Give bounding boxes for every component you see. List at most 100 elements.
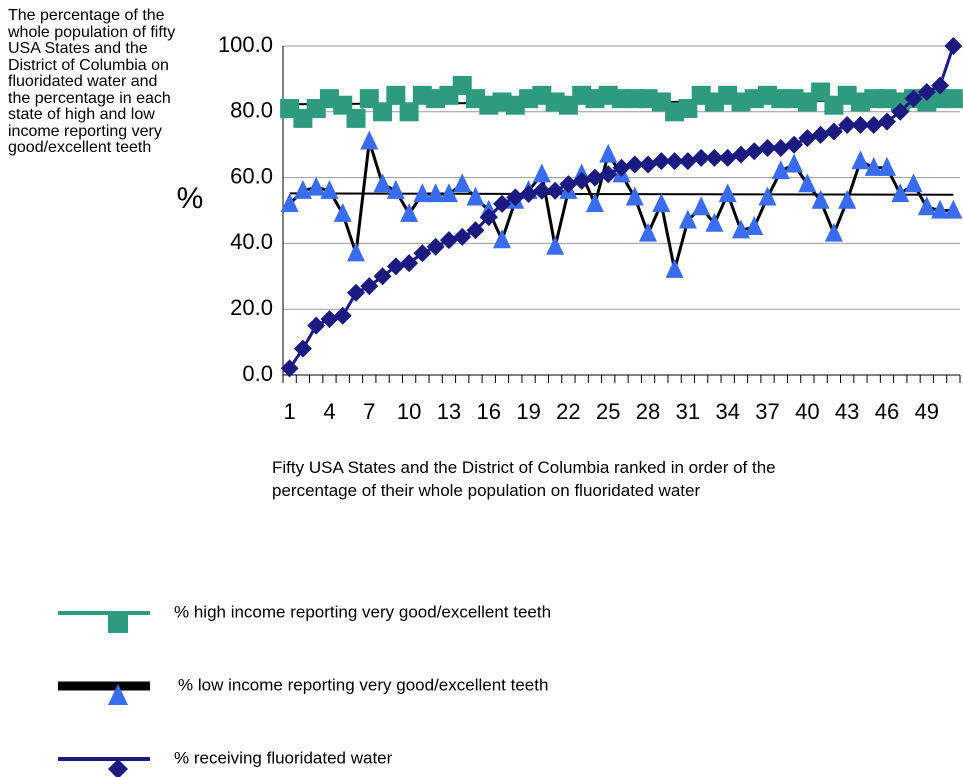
- diamond-marker: [493, 194, 512, 213]
- triangle-marker: [877, 156, 896, 176]
- diamond-marker: [347, 283, 366, 302]
- x-tick-label: 22: [556, 399, 580, 424]
- triangle-marker: [639, 222, 658, 242]
- square-marker: [346, 108, 366, 128]
- diamond-marker: [612, 158, 631, 177]
- triangle-marker: [293, 179, 312, 199]
- diamond-marker: [811, 125, 830, 144]
- x-tick-label: 19: [516, 399, 540, 424]
- diamond-marker: [705, 148, 724, 167]
- diamond-marker: [307, 316, 326, 335]
- diamond-marker: [625, 155, 644, 174]
- triangle-marker: [731, 219, 750, 239]
- square-marker: [108, 613, 128, 633]
- square-marker: [373, 102, 393, 122]
- diamond-marker: [851, 115, 870, 134]
- triangle-marker: [546, 235, 565, 255]
- diamond-marker: [745, 142, 764, 161]
- triangle-marker: [439, 183, 458, 203]
- diamond-marker: [280, 359, 299, 378]
- x-tick-label: 16: [477, 399, 501, 424]
- x-tick-label: 10: [397, 399, 421, 424]
- diamond-marker: [293, 339, 312, 358]
- triangle-marker: [811, 189, 830, 209]
- diamond-marker: [479, 208, 498, 227]
- y-tick-label: 0.0: [242, 361, 273, 386]
- diamond-marker: [453, 227, 472, 246]
- triangle-marker: [745, 216, 764, 236]
- diamond-marker: [731, 145, 750, 164]
- diamond-marker: [917, 83, 936, 102]
- diamond-marker: [599, 165, 618, 184]
- y-axis-label: %: [177, 182, 204, 215]
- x-tick-label: 40: [795, 399, 819, 424]
- diamond-marker: [108, 759, 128, 777]
- triangle-marker: [864, 156, 883, 176]
- triangle-marker: [585, 193, 604, 213]
- triangle-marker: [453, 173, 472, 193]
- triangle-marker: [652, 193, 671, 213]
- diamond-marker: [652, 152, 671, 171]
- x-tick-label: 28: [636, 399, 660, 424]
- triangle-marker: [665, 258, 684, 278]
- diamond-marker: [785, 135, 804, 154]
- triangle-marker: [280, 193, 299, 213]
- diamond-marker: [373, 267, 392, 286]
- triangle-marker: [917, 196, 936, 216]
- diamond-marker: [864, 115, 883, 134]
- triangle-marker: [400, 202, 419, 222]
- triangle-marker: [347, 242, 366, 262]
- diamond-marker: [678, 152, 697, 171]
- triangle-marker: [798, 173, 817, 193]
- diamond-marker: [824, 122, 843, 141]
- diamond-marker: [931, 76, 950, 95]
- triangle-marker: [851, 150, 870, 170]
- triangle-marker: [532, 163, 551, 183]
- diamond-marker: [333, 306, 352, 325]
- triangle-marker: [599, 143, 618, 163]
- diamond-marker: [519, 185, 538, 204]
- square-marker: [943, 89, 963, 109]
- diamond-marker: [572, 171, 591, 190]
- triangle-marker: [333, 202, 352, 222]
- x-tick-label: 31: [676, 399, 700, 424]
- triangle-marker: [360, 130, 379, 150]
- triangle-marker: [373, 173, 392, 193]
- x-tick-label: 43: [835, 399, 859, 424]
- y-tick-label: 80.0: [230, 98, 273, 123]
- x-tick-label: 37: [755, 399, 779, 424]
- triangle-marker: [426, 183, 445, 203]
- triangle-marker: [705, 212, 724, 232]
- triangle-marker: [838, 189, 857, 209]
- triangle-marker: [758, 186, 777, 206]
- x-tick-label: 7: [363, 399, 375, 424]
- y-tick-label: 20.0: [230, 295, 273, 320]
- x-tick-label: 34: [715, 399, 739, 424]
- y-tick-label: 40.0: [230, 229, 273, 254]
- triangle-marker: [493, 229, 512, 249]
- triangle-marker: [944, 199, 963, 219]
- x-tick-label: 4: [323, 399, 335, 424]
- triangle-marker: [771, 160, 790, 180]
- legend-label: % high income reporting very good/excell…: [174, 602, 551, 621]
- diamond-marker: [320, 310, 339, 329]
- x-tick-label: 25: [596, 399, 620, 424]
- diamond-marker: [718, 148, 737, 167]
- legend-label: % low income reporting very good/excelle…: [178, 675, 548, 694]
- diamond-marker: [413, 244, 432, 263]
- x-tick-label: 49: [915, 399, 939, 424]
- x-tick-label: 1: [284, 399, 296, 424]
- y-tick-label: 100.0: [218, 32, 273, 57]
- triangle-marker: [466, 186, 485, 206]
- square-marker: [399, 102, 419, 122]
- legend-label: % receiving fluoridated water: [174, 748, 393, 767]
- triangle-marker: [785, 153, 804, 173]
- triangle-marker: [824, 222, 843, 242]
- diamond-marker: [439, 231, 458, 250]
- diamond-marker: [944, 37, 963, 55]
- diamond-marker: [798, 129, 817, 148]
- triangle-marker: [413, 183, 432, 203]
- triangle-marker: [678, 209, 697, 229]
- triangle-marker: [625, 186, 644, 206]
